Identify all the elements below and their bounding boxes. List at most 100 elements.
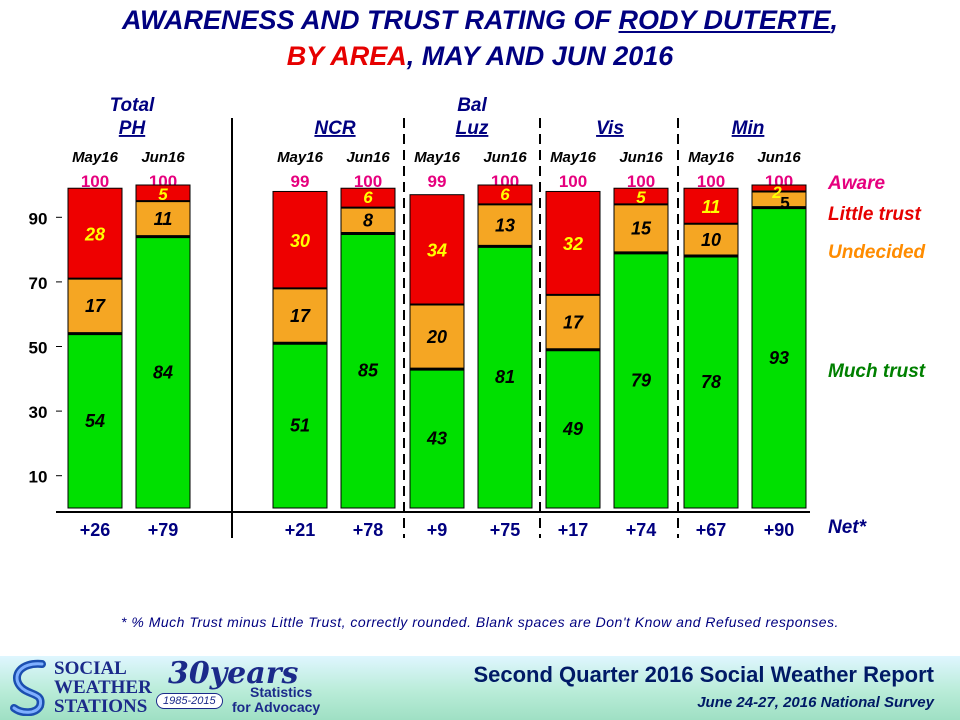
org-line2: WEATHER: [54, 677, 152, 698]
y-tick-label: 10: [29, 468, 48, 487]
undecided-label: 17: [85, 296, 106, 316]
group-label: Vis: [596, 118, 624, 139]
net-value: +67: [696, 520, 727, 540]
undecided-label: 15: [631, 219, 652, 239]
y-tick-label: 50: [29, 339, 48, 358]
bar-little-trust: [545, 190, 601, 296]
little-trust-label: 34: [427, 241, 447, 261]
legend-little-trust: Little trust: [828, 204, 922, 225]
aware-value: 100: [559, 172, 587, 191]
tagline-line1: Statistics: [250, 684, 313, 700]
net-value: +26: [80, 520, 111, 540]
stacked-bar-chart: 1030507090TotalPHMay16100541728+26Jun161…: [29, 95, 926, 540]
bar-much-trust: [135, 236, 191, 509]
period-label: May16: [277, 149, 324, 166]
title-comma: ,: [830, 5, 839, 35]
period-label: Jun16: [483, 149, 527, 166]
aware-value: 100: [697, 172, 725, 191]
much-trust-label: 51: [290, 416, 310, 436]
undecided-label: 10: [701, 230, 721, 250]
anniversary-range: 1985-2015: [156, 693, 223, 709]
group-label-top: Total: [110, 95, 155, 116]
bar-much-trust: [272, 342, 328, 509]
bar-little-trust: [683, 187, 739, 225]
period-label: May16: [414, 149, 461, 166]
period-label: May16: [688, 149, 735, 166]
little-trust-label: 30: [290, 231, 310, 251]
little-trust-label: 6: [500, 185, 510, 204]
y-tick-label: 70: [29, 274, 48, 293]
aware-value: 100: [627, 172, 655, 191]
bar-undecided: [135, 200, 191, 238]
aware-value: 99: [291, 172, 310, 191]
footnote: * % Much Trust minus Little Trust, corre…: [121, 614, 839, 630]
legend-net: Net*: [828, 517, 868, 538]
title-by-area: BY AREA: [286, 41, 407, 71]
period-label: Jun16: [757, 149, 801, 166]
net-value: +79: [148, 520, 179, 540]
net-value: +9: [427, 520, 448, 540]
bar-much-trust: [340, 232, 396, 509]
bar-much-trust: [545, 349, 601, 509]
aware-value: 99: [428, 172, 447, 191]
period-label: May16: [550, 149, 597, 166]
much-trust-label: 78: [701, 372, 721, 392]
tagline: Statistics for Advocacy: [232, 685, 320, 715]
net-value: +74: [626, 520, 657, 540]
undecided-label: 13: [495, 215, 515, 235]
title-dates: , MAY AND JUN 2016: [406, 41, 674, 71]
bar-undecided: [67, 278, 123, 335]
group-label: Min: [732, 118, 765, 139]
report-title: Second Quarter 2016 Social Weather Repor…: [473, 662, 934, 687]
period-label: Jun16: [346, 149, 390, 166]
org-name: SOCIAL WEATHER STATIONS: [54, 659, 152, 716]
little-trust-label: 11: [702, 197, 721, 217]
much-trust-label: 43: [426, 429, 447, 449]
net-value: +17: [558, 520, 589, 540]
undecided-label: 8: [363, 211, 373, 231]
much-trust-label: 79: [631, 370, 651, 390]
much-trust-label: 81: [495, 367, 515, 387]
footer-banner: SOCIAL WEATHER STATIONS 30years 1985-201…: [0, 656, 960, 720]
bar-much-trust: [477, 245, 533, 509]
period-label: Jun16: [619, 149, 663, 166]
much-trust-label: 85: [358, 361, 379, 381]
org-line3: STATIONS: [54, 696, 148, 717]
little-trust-label: 5: [636, 188, 646, 207]
little-trust-label: 28: [84, 224, 105, 244]
bar-undecided: [272, 287, 328, 344]
y-tick-label: 90: [29, 209, 48, 228]
title-name: RODY DUTERTE: [618, 5, 831, 35]
y-tick-label: 30: [29, 403, 48, 422]
chart-title-line1: AWARENESS AND TRUST RATING OF RODY DUTER…: [0, 4, 960, 36]
bar-much-trust: [683, 255, 739, 509]
bar-little-trust: [272, 190, 328, 289]
chart-title-line2: BY AREA, MAY AND JUN 2016: [0, 40, 960, 72]
tagline-line2: for Advocacy: [232, 699, 321, 715]
net-value: +75: [490, 520, 521, 540]
bar-much-trust: [613, 252, 669, 509]
bar-undecided: [340, 207, 396, 234]
title-prefix: AWARENESS AND TRUST RATING OF: [121, 5, 619, 35]
little-trust-label: 6: [363, 188, 373, 207]
undecided-label: 5: [780, 193, 789, 212]
aware-value: 100: [81, 172, 109, 191]
bar-much-trust: [751, 207, 807, 509]
legend-aware: Aware: [827, 173, 885, 194]
anniversary-logo: 30years: [168, 656, 299, 691]
group-label: NCR: [314, 118, 355, 139]
bar-much-trust: [67, 333, 123, 509]
much-trust-label: 93: [769, 348, 789, 368]
legend-undecided: Undecided: [828, 242, 926, 263]
bar-little-trust: [409, 194, 465, 306]
period-label: Jun16: [141, 149, 185, 166]
much-trust-label: 84: [153, 362, 173, 382]
bar-little-trust: [67, 187, 123, 280]
little-trust-label: 2: [771, 183, 782, 202]
little-trust-label: 32: [563, 234, 583, 254]
survey-dates: June 24-27, 2016 National Survey: [697, 694, 934, 711]
undecided-label: 17: [290, 306, 311, 326]
net-value: +90: [764, 520, 795, 540]
group-label-top: Bal: [457, 95, 487, 116]
undecided-label: 20: [426, 327, 447, 347]
